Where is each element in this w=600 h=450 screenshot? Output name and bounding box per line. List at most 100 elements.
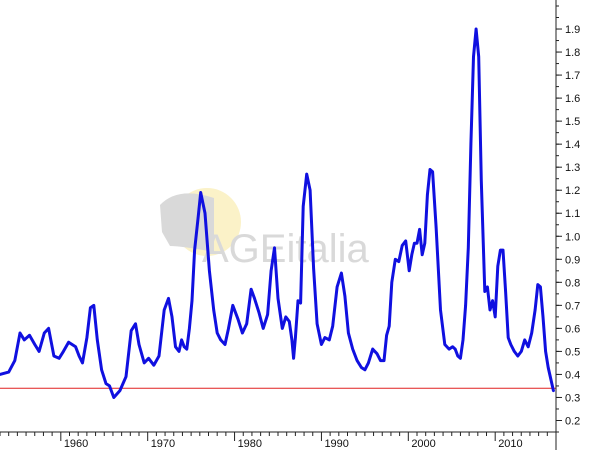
data-point: [18, 331, 22, 335]
data-point: [331, 324, 334, 328]
data-point: [323, 336, 327, 339]
data-point: [434, 225, 438, 229]
data-point: [547, 366, 550, 369]
data-point: [236, 318, 240, 321]
data-point: [401, 244, 404, 247]
data-point: [284, 315, 287, 319]
y-tick-label: 1.9: [565, 24, 580, 36]
data-point: [185, 347, 188, 351]
plot-area: [0, 27, 556, 399]
data-point: [335, 285, 339, 289]
data-point: [379, 359, 382, 362]
data-point: [459, 357, 462, 360]
data-point: [219, 338, 222, 342]
data-point: [516, 354, 519, 358]
data-point: [454, 347, 457, 351]
data-point: [486, 285, 489, 289]
data-point: [96, 338, 99, 342]
data-point: [290, 338, 294, 342]
x-tick-label: 1970: [151, 438, 175, 450]
data-point: [415, 242, 419, 245]
data-point: [81, 361, 84, 365]
data-point: [530, 331, 533, 335]
data-point: [533, 308, 537, 312]
data-point: [451, 345, 454, 348]
data-point: [385, 334, 388, 337]
data-point: [390, 281, 393, 284]
data-point: [177, 350, 181, 353]
data-point: [276, 297, 280, 300]
data-point: [343, 294, 347, 298]
data-point: [426, 193, 429, 196]
data-point: [85, 336, 89, 339]
y-tick-label: 0.7: [565, 300, 580, 312]
data-point: [157, 354, 161, 358]
data-point: [431, 170, 434, 173]
data-point: [340, 271, 343, 275]
data-point: [212, 308, 215, 312]
data-point: [188, 327, 191, 330]
data-point: [0, 373, 2, 376]
data-point: [474, 27, 478, 31]
y-tick-label: 0.8: [565, 277, 580, 289]
data-point: [292, 357, 295, 360]
data-point: [447, 347, 451, 351]
data-point: [418, 228, 421, 231]
data-point: [443, 343, 446, 346]
data-point: [70, 343, 74, 346]
data-point: [496, 265, 499, 268]
watermark-text: AGEitalia: [202, 227, 369, 271]
data-point: [273, 246, 276, 249]
data-point: [308, 189, 312, 192]
series-line: [0, 27, 555, 399]
data-point: [100, 368, 103, 371]
data-point: [108, 384, 111, 388]
data-point: [549, 377, 552, 381]
data-point: [281, 327, 284, 330]
data-point: [413, 242, 416, 245]
data-point: [397, 260, 400, 263]
data-point: [43, 331, 46, 335]
data-point: [467, 246, 470, 249]
data-point: [241, 331, 244, 335]
data-point: [491, 299, 494, 302]
data-point: [520, 350, 523, 353]
data-point: [190, 299, 194, 302]
data-point: [312, 267, 315, 270]
data-point: [394, 258, 397, 261]
data-point: [104, 382, 108, 385]
x-tick-label: 1980: [238, 438, 262, 450]
data-point: [183, 345, 186, 348]
data-point: [382, 359, 386, 362]
y-tick-label: 1.6: [565, 93, 580, 105]
y-tick-label: 1.3: [565, 162, 580, 174]
data-point: [527, 345, 530, 348]
data-point: [174, 345, 177, 348]
data-point: [501, 248, 505, 252]
y-tick-label: 1.8: [565, 47, 580, 59]
data-point: [320, 343, 323, 346]
data-point: [536, 283, 539, 286]
data-point: [47, 327, 50, 330]
data-point: [253, 297, 256, 300]
watermark-logo: AGEitalia: [160, 188, 369, 271]
data-point: [488, 308, 492, 312]
data-point: [499, 248, 502, 252]
data-point: [23, 338, 26, 342]
data-point: [227, 327, 230, 330]
data-point: [37, 350, 41, 353]
x-axis: 1960 1970 1980 1990 2000 2010: [0, 431, 557, 450]
data-point: [28, 334, 31, 337]
data-point: [360, 366, 363, 369]
y-tick-label: 0.5: [565, 346, 580, 358]
data-point: [477, 55, 480, 58]
data-point: [196, 216, 200, 219]
data-point: [456, 354, 459, 358]
x-tick-label: 2010: [498, 438, 522, 450]
data-point: [118, 389, 122, 392]
data-point: [62, 350, 65, 353]
data-point: [410, 253, 413, 256]
data-point: [124, 375, 128, 378]
data-point: [199, 191, 202, 194]
data-point: [423, 242, 426, 245]
